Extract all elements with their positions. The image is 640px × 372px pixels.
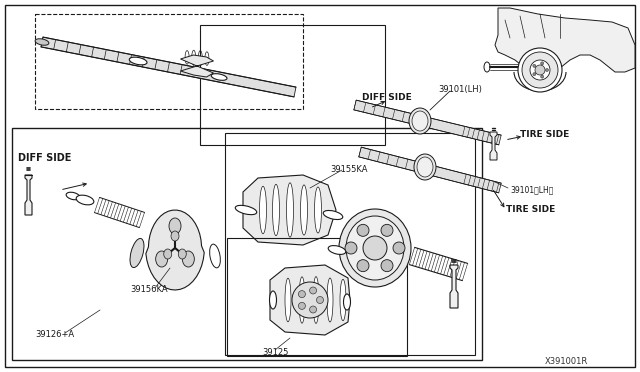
Polygon shape <box>495 8 635 72</box>
Ellipse shape <box>412 111 428 131</box>
Ellipse shape <box>285 278 291 322</box>
Polygon shape <box>270 265 350 335</box>
Ellipse shape <box>344 294 351 310</box>
Circle shape <box>298 291 305 298</box>
Ellipse shape <box>314 187 321 233</box>
Ellipse shape <box>313 277 319 323</box>
Ellipse shape <box>299 277 305 323</box>
Ellipse shape <box>205 52 209 65</box>
Circle shape <box>518 48 562 92</box>
Ellipse shape <box>129 57 147 65</box>
Ellipse shape <box>169 218 181 234</box>
Polygon shape <box>25 175 32 215</box>
Ellipse shape <box>198 51 202 66</box>
Polygon shape <box>450 265 458 308</box>
Ellipse shape <box>301 185 307 235</box>
Ellipse shape <box>417 157 433 177</box>
Ellipse shape <box>192 50 196 65</box>
Polygon shape <box>359 147 501 193</box>
Ellipse shape <box>210 244 220 268</box>
Circle shape <box>357 224 369 236</box>
Text: 39126+A: 39126+A <box>35 330 74 339</box>
Text: 39155KA: 39155KA <box>330 165 367 174</box>
Circle shape <box>345 242 357 254</box>
Circle shape <box>533 73 536 76</box>
Text: 39125: 39125 <box>262 348 289 357</box>
Ellipse shape <box>76 195 94 205</box>
Polygon shape <box>180 55 214 77</box>
Ellipse shape <box>484 62 490 72</box>
Text: 39101〈LH〉: 39101〈LH〉 <box>510 185 554 194</box>
Ellipse shape <box>269 291 276 309</box>
Text: DIFF SIDE: DIFF SIDE <box>362 93 412 102</box>
Ellipse shape <box>340 279 346 321</box>
Ellipse shape <box>236 205 257 215</box>
Ellipse shape <box>66 192 80 200</box>
Circle shape <box>298 302 305 310</box>
Ellipse shape <box>185 51 189 64</box>
Circle shape <box>363 236 387 260</box>
Ellipse shape <box>164 249 172 259</box>
Circle shape <box>357 260 369 272</box>
Circle shape <box>381 260 393 272</box>
Circle shape <box>533 64 536 67</box>
Circle shape <box>535 65 545 75</box>
Circle shape <box>530 60 550 80</box>
Circle shape <box>541 75 543 78</box>
Ellipse shape <box>130 238 144 267</box>
Ellipse shape <box>35 39 49 45</box>
Ellipse shape <box>179 249 186 259</box>
Polygon shape <box>146 210 204 290</box>
Ellipse shape <box>409 108 431 134</box>
Bar <box>35 14 303 109</box>
Ellipse shape <box>287 183 294 237</box>
Ellipse shape <box>259 186 266 234</box>
Circle shape <box>310 306 317 313</box>
Text: TIRE SIDE: TIRE SIDE <box>506 205 556 214</box>
Ellipse shape <box>414 154 436 180</box>
Text: X391001R: X391001R <box>545 357 588 366</box>
Text: DIFF SIDE: DIFF SIDE <box>18 153 72 163</box>
Circle shape <box>541 62 543 65</box>
Ellipse shape <box>273 184 280 236</box>
Ellipse shape <box>339 209 411 287</box>
Ellipse shape <box>171 231 179 241</box>
Polygon shape <box>490 132 497 160</box>
Ellipse shape <box>182 251 195 267</box>
Circle shape <box>292 282 328 318</box>
Bar <box>12 128 482 360</box>
Ellipse shape <box>156 251 168 267</box>
Polygon shape <box>243 175 336 245</box>
Ellipse shape <box>346 216 404 280</box>
Circle shape <box>381 224 393 236</box>
Circle shape <box>522 52 558 88</box>
Bar <box>227 238 407 356</box>
Bar <box>225 133 475 355</box>
Circle shape <box>310 287 317 294</box>
Circle shape <box>317 296 323 304</box>
Text: 39101(LH): 39101(LH) <box>438 85 482 94</box>
Ellipse shape <box>211 74 227 80</box>
Bar <box>200 25 385 145</box>
Circle shape <box>393 242 405 254</box>
Ellipse shape <box>328 246 346 254</box>
Text: 39156KA: 39156KA <box>130 285 168 294</box>
Circle shape <box>545 68 548 71</box>
Ellipse shape <box>323 211 343 219</box>
Polygon shape <box>41 37 296 97</box>
Ellipse shape <box>327 278 333 322</box>
Text: TIRE SIDE: TIRE SIDE <box>520 130 569 139</box>
Polygon shape <box>354 100 501 145</box>
